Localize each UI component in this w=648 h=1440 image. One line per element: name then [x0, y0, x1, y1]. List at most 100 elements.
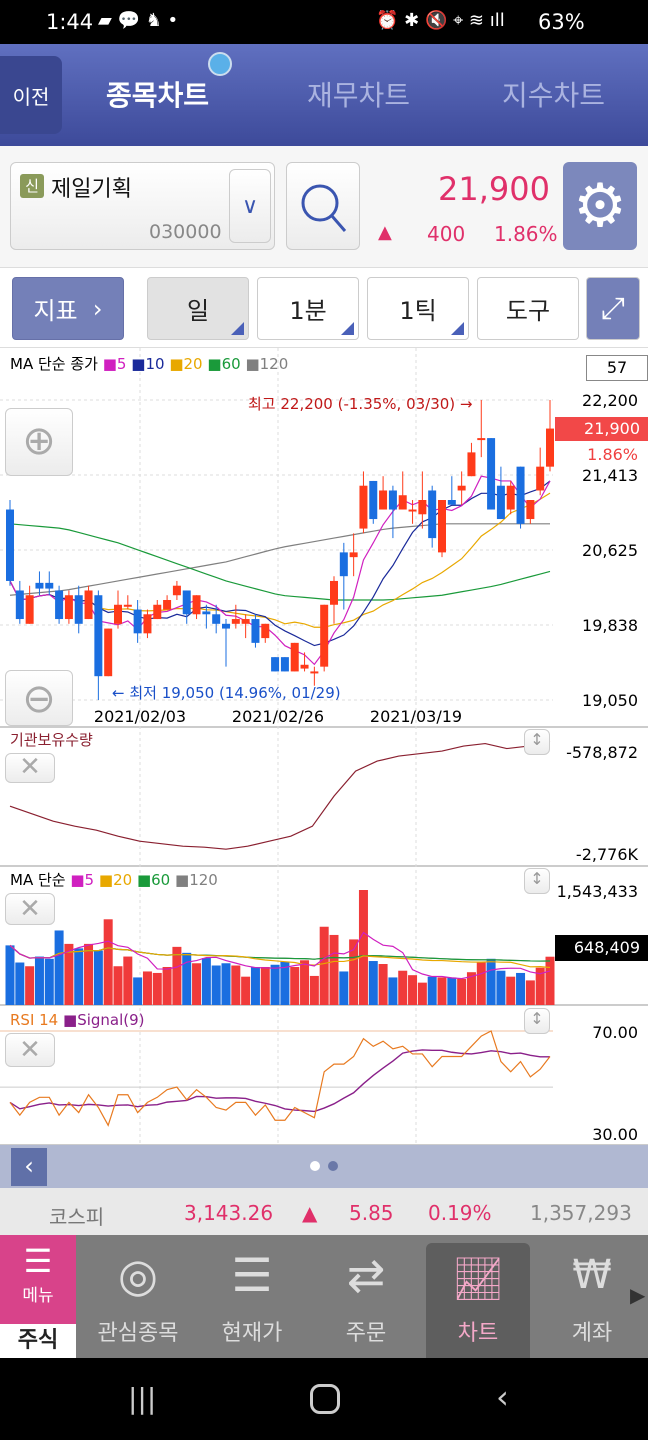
period-day-button[interactable]: 일	[147, 277, 249, 340]
volume-bar	[123, 956, 133, 1005]
nav-order[interactable]: ⇄ 주문	[312, 1235, 420, 1358]
candle-body	[94, 595, 103, 677]
index-ticker[interactable]: 코스피 3,143.26 ▲ 5.85 0.19% 1,357,293	[0, 1188, 648, 1235]
current-volume-label: 648,409	[555, 935, 648, 961]
candle-body	[172, 585, 181, 596]
candle-body	[290, 642, 299, 672]
tools-button[interactable]: 도구	[477, 277, 579, 340]
period-tick-button[interactable]: 1틱	[367, 277, 469, 340]
tab-index-chart[interactable]: 지수차트	[502, 79, 606, 112]
candle-body	[320, 604, 329, 667]
period-label: 일	[186, 297, 210, 325]
clock: 1:44	[46, 10, 94, 34]
rsi-signal-line	[9, 1049, 550, 1113]
resize-handle[interactable]: ↕	[524, 1008, 550, 1034]
recents-button[interactable]: |||	[128, 1382, 157, 1415]
notification-icons: ▰ 💬 ♞ •	[98, 10, 179, 31]
battery-level: 63%	[538, 10, 585, 34]
candle-body	[133, 609, 142, 634]
candle-body	[202, 611, 211, 615]
section-stock[interactable]: 주식	[0, 1324, 76, 1358]
candle-body	[74, 595, 83, 624]
nav-more-arrow-icon[interactable]: ▶	[630, 1283, 646, 1307]
volume-bar	[231, 965, 241, 1005]
volume-bar	[133, 977, 143, 1005]
back-button[interactable]: 이전	[0, 56, 62, 134]
search-button[interactable]	[286, 162, 360, 250]
high-annotation: 최고 22,200 (-1.35%, 03/30) →	[248, 395, 473, 413]
candle-body	[222, 623, 230, 629]
stock-selector[interactable]: 신 제일기획 030000 ∨	[10, 162, 275, 250]
dropdown-corner-icon	[231, 322, 244, 335]
tab-stock-chart[interactable]: 종목차트	[106, 79, 210, 112]
nav-watchlist[interactable]: ◎ 관심종목	[84, 1235, 192, 1358]
y-tick-label: 19,050	[582, 691, 638, 710]
volume-bar	[457, 978, 467, 1005]
volume-bar	[329, 934, 339, 1005]
candle-body	[241, 619, 250, 624]
legend-ma5: ■5	[70, 871, 95, 889]
candle-body	[84, 590, 93, 620]
candle-count[interactable]: 57	[586, 355, 648, 381]
up-triangle-icon: ▲	[378, 222, 392, 243]
candle-body	[123, 604, 132, 607]
fullscreen-button[interactable]: ⤢	[586, 277, 640, 340]
candle-body	[369, 480, 378, 520]
volume-bar	[358, 890, 368, 1005]
back-nav-button[interactable]: ‹	[496, 1378, 509, 1416]
chevron-left-icon: ‹	[24, 1152, 34, 1180]
status-bar: 1:44 ▰ 💬 ♞ • ⏰ ✱ 🔇 ⌖ ≋ ıll 63%	[0, 0, 648, 44]
period-minute-button[interactable]: 1분	[257, 277, 359, 340]
indicator-button[interactable]: 지표 ›	[12, 277, 124, 340]
volume-bar	[378, 964, 388, 1005]
legend-ma5: ■5	[102, 355, 127, 373]
volume-bar	[506, 976, 516, 1005]
close-rsi-button[interactable]: ✕	[5, 1033, 55, 1067]
price-levels-icon: ☰	[231, 1248, 273, 1302]
candle-body	[516, 466, 525, 524]
scroll-left-button[interactable]: ‹	[11, 1148, 47, 1186]
vertical-arrows-icon: ↕	[530, 869, 544, 888]
resize-handle[interactable]: ↕	[524, 729, 550, 755]
target-icon: ◎	[117, 1248, 159, 1302]
candle-body	[398, 495, 407, 510]
price-change-pct: 1.86%	[494, 222, 558, 246]
menu-button[interactable]: ☰ 메뉴	[0, 1235, 76, 1324]
page-dot-active[interactable]	[310, 1161, 320, 1171]
nav-current-price[interactable]: ☰ 현재가	[198, 1235, 306, 1358]
close-volume-button[interactable]: ✕	[5, 893, 55, 925]
candle-body	[231, 619, 240, 624]
tab-financial-chart[interactable]: 재무차트	[307, 79, 411, 112]
candle-body	[359, 485, 368, 529]
candle-body	[280, 657, 289, 672]
volume-bar	[466, 972, 476, 1005]
volume-bar	[250, 966, 260, 1005]
zoom-in-button[interactable]: ⊕	[5, 408, 73, 476]
resize-handle[interactable]: ↕	[524, 868, 550, 894]
page-dot[interactable]	[328, 1161, 338, 1171]
rsi-line	[9, 1030, 551, 1127]
x-tick-label: 2021/02/26	[232, 707, 324, 726]
chart-area[interactable]: 22,200 21,413 20,625 19,838 19,050 2021/02/03…	[0, 348, 648, 1145]
close-institution-button[interactable]: ✕	[5, 753, 55, 783]
volume-bar	[388, 977, 398, 1005]
chevron-down-icon[interactable]: ∨	[229, 169, 271, 243]
legend-ma10: ■10	[131, 355, 165, 373]
volume-bar	[44, 958, 54, 1005]
x-tick-label: 2021/03/19	[370, 707, 462, 726]
nav-chart[interactable]: 📈︎ 차트	[426, 1243, 530, 1358]
home-button[interactable]	[310, 1384, 340, 1414]
zoom-out-button[interactable]: ⊖	[5, 670, 73, 726]
header: 이전 종목차트 재무차트 지수차트	[0, 44, 648, 146]
rotate-icon[interactable]	[208, 52, 232, 76]
nav-account[interactable]: ₩ 계좌	[540, 1235, 644, 1358]
settings-button[interactable]: ⚙	[563, 162, 637, 250]
system-nav-bar: ||| ‹	[0, 1358, 648, 1440]
dropdown-corner-icon	[451, 322, 464, 335]
index-volume: 1,357,293	[530, 1201, 632, 1225]
volume-bar	[300, 960, 310, 1005]
volume-bar	[241, 976, 251, 1005]
candle-body	[388, 490, 397, 510]
volume-bar	[162, 966, 172, 1005]
up-triangle-icon: ▲	[302, 1201, 318, 1225]
